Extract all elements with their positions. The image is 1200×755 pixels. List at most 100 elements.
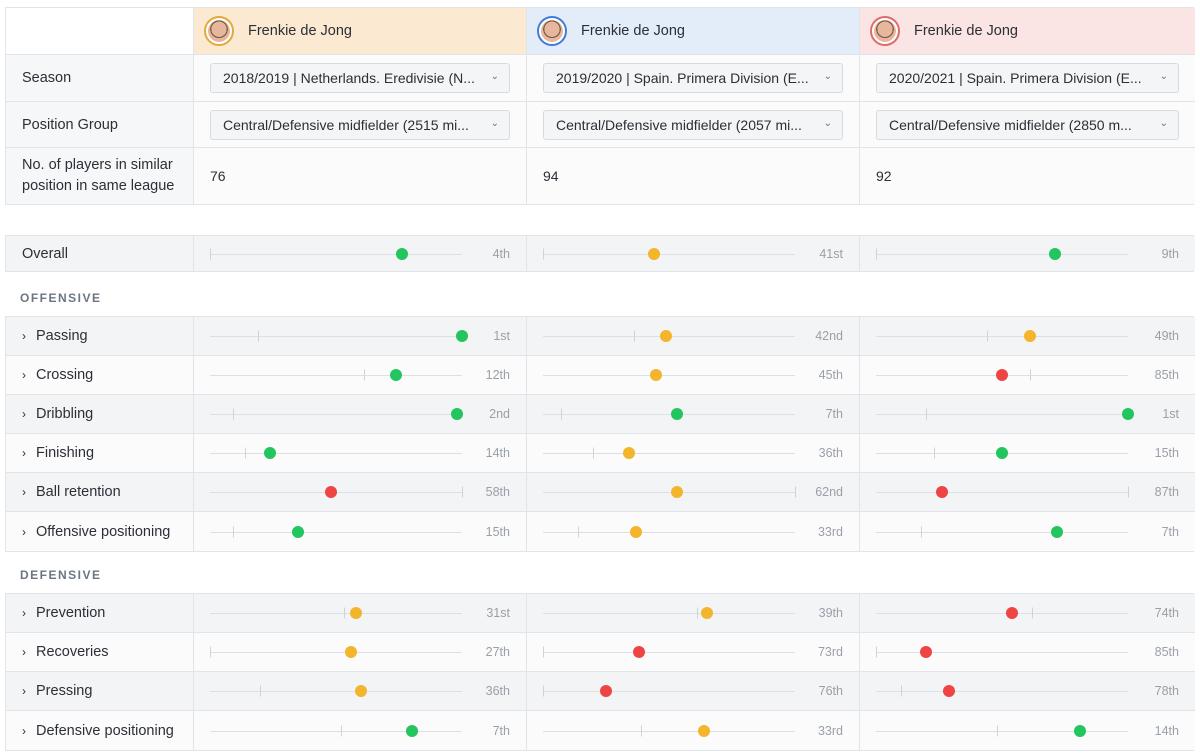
- metric-row-prevention[interactable]: › Prevention: [6, 594, 194, 633]
- percentile-dot[interactable]: [1051, 525, 1064, 538]
- percentile-dot[interactable]: [1122, 408, 1134, 420]
- percentile-dot[interactable]: [456, 330, 468, 342]
- percentile-dot[interactable]: [632, 646, 645, 658]
- percentile-dot[interactable]: [647, 247, 660, 260]
- metric-row-crossing[interactable]: › Crossing: [6, 356, 194, 395]
- player-count-label-line2: position in same league: [22, 178, 175, 194]
- player-header-2[interactable]: Frenkie de Jong: [527, 8, 860, 55]
- league-average-marker: [926, 408, 928, 420]
- percentile-dot[interactable]: [345, 646, 358, 658]
- metric-row-passing[interactable]: › Passing: [6, 317, 194, 356]
- player-header-3[interactable]: Frenkie de Jong: [860, 8, 1195, 55]
- metric-cell-ball-retention-3: 87th: [860, 473, 1195, 512]
- rank-label: 36th: [485, 684, 510, 698]
- percentile-dot[interactable]: [1023, 330, 1036, 342]
- chevron-right-icon[interactable]: ›: [22, 446, 26, 460]
- percentile-dot[interactable]: [405, 724, 418, 737]
- rank-label: 31st: [486, 606, 510, 620]
- rank-label: 2nd: [489, 407, 510, 421]
- metric-row-defensive-positioning[interactable]: › Defensive positioning: [6, 711, 194, 750]
- metric-row-dribbling[interactable]: › Dribbling: [6, 395, 194, 434]
- percentile-dot[interactable]: [700, 607, 713, 619]
- rank-label: 14th: [1154, 723, 1179, 738]
- rank-label: 7th: [825, 407, 843, 421]
- metric-row-pressing[interactable]: › Pressing: [6, 672, 194, 711]
- percentile-dot[interactable]: [355, 685, 368, 697]
- chevron-down-icon: ⌄: [1159, 117, 1168, 129]
- chevron-right-icon[interactable]: ›: [22, 684, 26, 698]
- percentile-dot[interactable]: [324, 486, 337, 498]
- percentile-dot[interactable]: [670, 408, 683, 420]
- position-select-1[interactable]: Central/Defensive midfielder (2515 mi...…: [210, 109, 510, 140]
- percentile-dot[interactable]: [698, 724, 711, 737]
- league-average-marker: [901, 685, 903, 697]
- percentile-dot[interactable]: [1006, 607, 1019, 619]
- rank-label: 9th: [1161, 246, 1179, 261]
- percentile-dot[interactable]: [600, 685, 612, 697]
- percentile-dot[interactable]: [292, 525, 305, 538]
- metric-row-recoveries[interactable]: › Recoveries: [6, 633, 194, 672]
- percentile-track: [876, 492, 1128, 493]
- player-header-1[interactable]: Frenkie de Jong: [194, 8, 527, 55]
- rank-label: 85th: [1154, 645, 1179, 659]
- percentile-track: [543, 691, 795, 692]
- avatar-face-icon: [541, 20, 563, 42]
- percentile-dot[interactable]: [390, 369, 403, 381]
- season-select-1[interactable]: 2018/2019 | Netherlands. Eredivisie (N..…: [210, 63, 510, 93]
- position-cell-3: Central/Defensive midfielder (2850 m... ⌄: [860, 102, 1195, 148]
- chevron-right-icon[interactable]: ›: [22, 645, 26, 659]
- chevron-right-icon[interactable]: ›: [22, 723, 26, 738]
- percentile-dot[interactable]: [943, 685, 956, 697]
- metric-cell-crossing-2: 45th: [527, 356, 860, 395]
- percentile-track: [543, 253, 795, 255]
- percentile-dot[interactable]: [650, 369, 663, 381]
- percentile-dot[interactable]: [996, 369, 1008, 381]
- rank-label: 74th: [1154, 606, 1179, 620]
- chevron-down-icon: ⌄: [490, 117, 499, 129]
- chevron-right-icon[interactable]: ›: [22, 368, 26, 382]
- chevron-right-icon[interactable]: ›: [22, 524, 26, 539]
- percentile-dot[interactable]: [935, 486, 948, 498]
- metric-cell-crossing-1: 12th: [194, 356, 527, 395]
- percentile-track: [543, 730, 795, 732]
- rank-label: 4th: [492, 246, 510, 261]
- season-select-3[interactable]: 2020/2021 | Spain. Primera Division (E..…: [876, 63, 1179, 93]
- metric-cell-pressing-2: 76th: [527, 672, 860, 711]
- chevron-right-icon[interactable]: ›: [22, 485, 26, 499]
- player-count-label-line1: No. of players in similar: [22, 157, 173, 173]
- league-average-marker: [696, 607, 698, 619]
- metric-row-finishing[interactable]: › Finishing: [6, 434, 194, 473]
- chevron-right-icon[interactable]: ›: [22, 606, 26, 620]
- position-select-3[interactable]: Central/Defensive midfielder (2850 m... ⌄: [876, 109, 1179, 140]
- rank-label: 87th: [1154, 485, 1179, 499]
- metric-label: Pressing: [36, 683, 93, 699]
- percentile-dot[interactable]: [670, 486, 683, 498]
- rank-label: 45th: [818, 368, 843, 382]
- percentile-dot[interactable]: [622, 447, 635, 459]
- percentile-dot[interactable]: [630, 525, 643, 538]
- percentile-dot[interactable]: [450, 408, 463, 420]
- percentile-dot[interactable]: [264, 447, 277, 459]
- rank-label: 78th: [1154, 684, 1179, 698]
- percentile-dot[interactable]: [1074, 724, 1087, 737]
- percentile-dot[interactable]: [350, 607, 363, 619]
- metric-cell-defensive-positioning-1: 7th: [194, 711, 527, 750]
- percentile-track: [876, 253, 1128, 255]
- chevron-right-icon[interactable]: ›: [22, 407, 26, 421]
- season-select-2[interactable]: 2019/2020 | Spain. Primera Division (E..…: [543, 63, 843, 93]
- chevron-right-icon[interactable]: ›: [22, 329, 26, 343]
- position-select-2[interactable]: Central/Defensive midfielder (2057 mi...…: [543, 109, 843, 140]
- percentile-dot[interactable]: [996, 447, 1008, 459]
- percentile-dot[interactable]: [395, 247, 408, 260]
- percentile-dot[interactable]: [1048, 247, 1061, 260]
- percentile-dot[interactable]: [660, 330, 673, 342]
- rank-label: 33rd: [817, 723, 843, 738]
- section-title-offensive: OFFENSIVE: [20, 291, 102, 305]
- metric-cell-dribbling-1: 2nd: [194, 395, 527, 434]
- metric-row-offensive-positioning[interactable]: › Offensive positioning: [6, 512, 194, 551]
- percentile-track: [210, 253, 462, 255]
- rank-label: 7th: [1161, 524, 1179, 539]
- metric-row-ball-retention[interactable]: › Ball retention: [6, 473, 194, 512]
- percentile-dot[interactable]: [920, 646, 933, 658]
- rank-label: 33rd: [817, 524, 843, 539]
